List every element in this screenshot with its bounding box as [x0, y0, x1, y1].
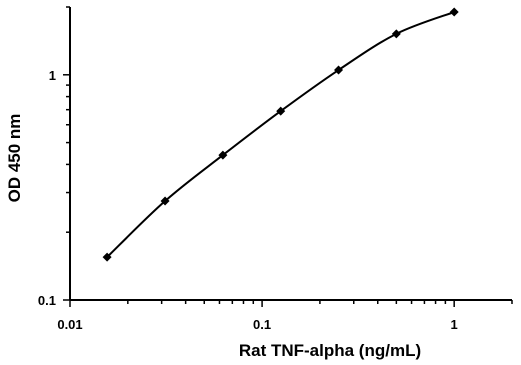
data-point-marker	[218, 150, 228, 160]
y-tick-label: 0.1	[38, 293, 56, 308]
markers-layer	[102, 7, 459, 262]
x-axis-title: Rat TNF-alpha (ng/mL)	[239, 341, 421, 360]
axes-layer	[69, 7, 512, 301]
series-layer	[106, 11, 455, 258]
data-point-marker	[276, 106, 286, 116]
x-tick-label: 0.1	[253, 317, 271, 332]
x-tick-label: 0.01	[57, 317, 82, 332]
data-point-marker	[449, 7, 459, 17]
y-tick-label: 1	[49, 68, 56, 83]
ticks-layer: 0.01 0.1 10.11	[38, 6, 513, 332]
x-tick-label: 1	[451, 317, 458, 332]
data-point-marker	[160, 196, 170, 206]
data-point-marker	[334, 65, 344, 75]
y-axis-title: OD 450 nm	[5, 114, 24, 203]
data-point-marker	[391, 29, 401, 39]
series-line	[106, 11, 455, 258]
data-point-marker	[102, 252, 112, 262]
